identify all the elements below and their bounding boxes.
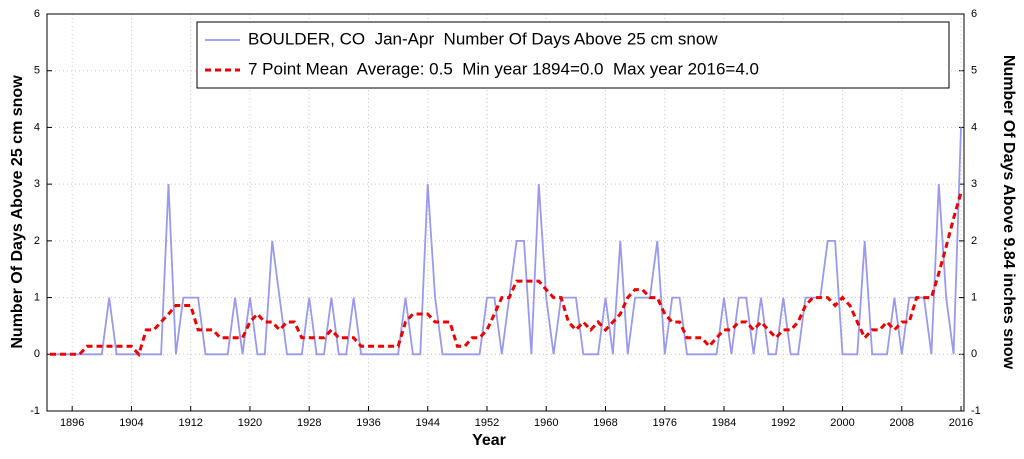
x-tick-label: 1904 — [119, 417, 143, 429]
y-tick-label: 2 — [34, 235, 40, 247]
y-axis-label: Number Of Days Above 25 cm snow — [9, 75, 26, 349]
series-line — [50, 192, 963, 358]
x-tick-label: 1936 — [356, 417, 380, 429]
y2-tick-label: 6 — [971, 8, 977, 20]
y2-tick-label: -1 — [971, 405, 981, 417]
series-line — [50, 127, 962, 356]
x-tick-label: 1968 — [593, 417, 617, 429]
y2-tick-label: 3 — [971, 178, 977, 190]
x-tick-label: 2008 — [890, 417, 914, 429]
x-tick-label: 1944 — [415, 417, 439, 429]
x-tick-label: 1976 — [653, 417, 677, 429]
legend-label: 7 Point Mean Average: 0.5 Min year 1894=… — [248, 59, 759, 78]
y-tick-label: -1 — [30, 405, 40, 417]
y2-tick-label: 4 — [971, 121, 977, 133]
x-tick-label: 1920 — [238, 417, 262, 429]
y2-tick-label: 2 — [971, 235, 977, 247]
x-axis-label: Year — [472, 432, 506, 449]
y-tick-label: 6 — [34, 8, 40, 20]
y2-tick-label: 0 — [971, 348, 977, 360]
y2-tick-label: 5 — [971, 65, 977, 77]
y2-axis-label: Number Of Days Above 9.84 inches snow — [1000, 55, 1017, 370]
x-tick-label: 1912 — [178, 417, 202, 429]
legend-box — [196, 21, 950, 89]
y-tick-label: 4 — [34, 121, 40, 133]
x-tick-label: 1992 — [771, 417, 795, 429]
x-tick-label: 1960 — [534, 417, 558, 429]
y-tick-label: 3 — [34, 178, 40, 190]
x-tick-label: 1896 — [60, 417, 84, 429]
x-tick-label: 1928 — [297, 417, 321, 429]
y-tick-label: 0 — [34, 348, 40, 360]
x-tick-label: 2016 — [949, 417, 973, 429]
y-tick-label: 1 — [34, 291, 40, 303]
y-tick-label: 5 — [34, 65, 40, 77]
y2-tick-label: 1 — [971, 291, 977, 303]
plot-frame — [46, 13, 965, 412]
x-tick-label: 1984 — [712, 417, 736, 429]
legend-label: BOULDER, CO Jan-Apr Number Of Days Above… — [248, 29, 718, 48]
x-tick-label: 1952 — [475, 417, 499, 429]
x-tick-label: 2000 — [830, 417, 854, 429]
